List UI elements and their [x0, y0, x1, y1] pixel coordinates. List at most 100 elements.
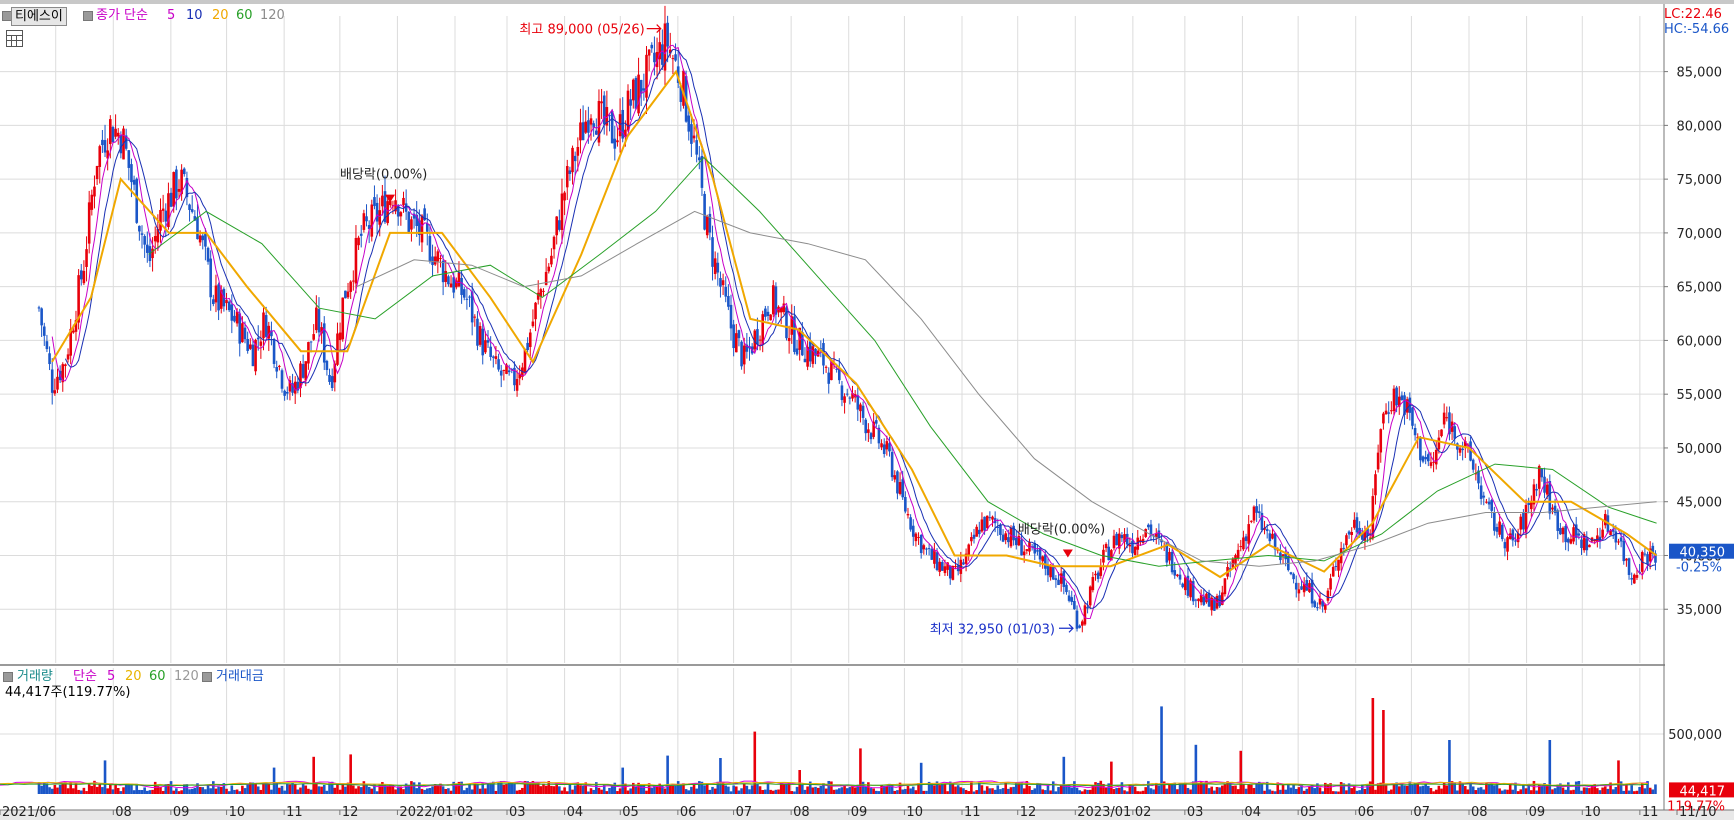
- candle-body: [1326, 590, 1330, 601]
- volume-bar: [1073, 781, 1076, 794]
- amount-legend-toggle-icon[interactable]: [202, 672, 212, 682]
- volume-bar: [906, 785, 910, 794]
- volume-bar: [573, 785, 577, 794]
- volume-bar: [1001, 788, 1005, 794]
- candle-body: [906, 513, 910, 516]
- candle-body: [196, 217, 199, 240]
- volume-bar: [658, 783, 661, 794]
- volume-bar: [1384, 785, 1388, 794]
- volume-bar: [695, 788, 698, 794]
- candle-body: [935, 552, 939, 570]
- candle-body: [190, 209, 194, 212]
- candle-body: [1429, 462, 1433, 466]
- candle-body: [1419, 437, 1422, 461]
- volume-bar: [381, 782, 384, 794]
- volume-bar: [1556, 784, 1560, 794]
- volume-bar: [481, 782, 485, 794]
- candle-body: [808, 341, 812, 362]
- candle-body: [531, 321, 535, 327]
- candle-body: [589, 118, 593, 125]
- volume-bar: [1382, 710, 1385, 794]
- candle-body: [869, 433, 873, 440]
- candle-body: [452, 277, 455, 293]
- candle-body: [1397, 396, 1401, 407]
- volume-bar: [922, 790, 926, 794]
- candle-body: [624, 129, 627, 138]
- volume-bar: [156, 786, 160, 794]
- candle-body: [325, 360, 329, 371]
- candle-body: [851, 393, 854, 399]
- volume-bar: [1355, 790, 1359, 794]
- volume-bar: [1366, 785, 1369, 794]
- current-volume-label: 44,417: [1680, 784, 1726, 799]
- volume-bar: [1508, 783, 1512, 794]
- volume-bar: [436, 785, 440, 794]
- volume-bar: [1078, 790, 1081, 794]
- candle-body: [1247, 524, 1251, 544]
- candle-body: [1390, 410, 1393, 412]
- candle-body: [977, 529, 981, 535]
- candle-body: [896, 471, 899, 494]
- volume-bar: [819, 786, 823, 794]
- stock-name-button[interactable]: 티에스이: [11, 7, 67, 26]
- volume-bar: [1416, 783, 1420, 794]
- top-strip: [0, 0, 1734, 4]
- volume-bar: [1178, 783, 1182, 794]
- candle-body: [647, 49, 651, 56]
- candle-body: [439, 258, 442, 260]
- volume-bar: [373, 783, 376, 794]
- volume-bar: [388, 784, 392, 794]
- candle-body: [1020, 539, 1023, 556]
- volume-bar: [114, 783, 117, 794]
- volume-bar: [1345, 790, 1348, 794]
- candle-body: [378, 210, 382, 225]
- volume-bar: [1271, 790, 1274, 794]
- volume-bar: [1213, 790, 1216, 794]
- candle-body: [159, 209, 162, 231]
- volume-bar: [1548, 740, 1552, 794]
- candle-body: [521, 367, 524, 377]
- volume-bar: [1136, 791, 1140, 794]
- volume-legend-toggle-icon[interactable]: [3, 672, 13, 682]
- volume-bar: [333, 787, 337, 794]
- candle-body: [698, 157, 701, 161]
- volume-bar: [386, 786, 389, 794]
- volume-bar: [845, 788, 849, 794]
- candle-body: [85, 249, 88, 267]
- x-axis-label: 06: [680, 805, 697, 820]
- volume-bar: [613, 782, 617, 794]
- volume-bar: [1397, 786, 1401, 794]
- volume-bar: [1305, 788, 1309, 794]
- candle-body: [972, 534, 976, 539]
- volume-bar: [843, 785, 846, 794]
- volume-bar: [217, 786, 220, 794]
- volume-bar: [816, 787, 820, 794]
- candle-body: [1117, 533, 1121, 549]
- candle-body: [999, 524, 1002, 535]
- candle-body: [1376, 452, 1380, 470]
- volume-bar: [1123, 790, 1126, 794]
- volume-bar: [1363, 788, 1367, 794]
- volume-bar: [1289, 787, 1293, 794]
- candle-body: [278, 365, 281, 367]
- volume-bar: [882, 786, 886, 794]
- volume-bar: [1413, 783, 1417, 794]
- volume-bar: [317, 786, 321, 794]
- candle-body: [658, 42, 661, 60]
- candle-body: [1051, 565, 1055, 580]
- candle-body: [914, 533, 918, 542]
- volume-bar: [983, 790, 986, 794]
- volume-bar: [1395, 782, 1398, 794]
- price-legend-toggle-icon[interactable]: [83, 11, 93, 21]
- candle-body: [1350, 532, 1354, 536]
- volume-bar: [1197, 782, 1200, 794]
- candle-body: [53, 390, 57, 394]
- volume-bar: [1590, 784, 1594, 794]
- candle-body: [320, 327, 323, 334]
- candle-body: [473, 316, 477, 318]
- calculator-icon[interactable]: [6, 30, 23, 47]
- candle-body: [98, 146, 102, 167]
- candle-body: [1471, 459, 1475, 470]
- candle-body: [1025, 549, 1029, 551]
